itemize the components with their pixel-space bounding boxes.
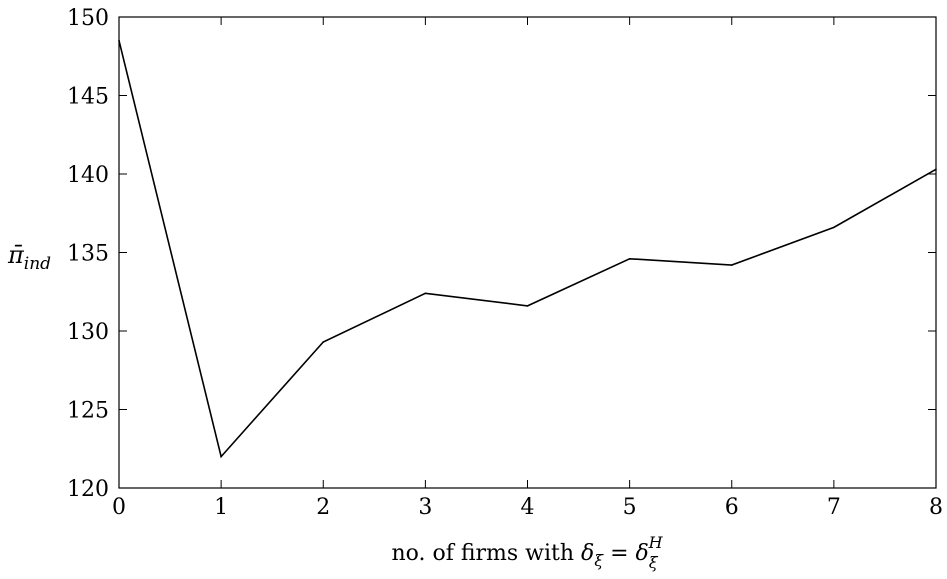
x-tick-label: 6 — [725, 495, 739, 520]
x-tick-label: 8 — [929, 495, 943, 520]
data-point — [424, 292, 427, 295]
y-tick-label: 125 — [67, 399, 109, 424]
data-point — [118, 39, 120, 42]
y-tick-label: 150 — [67, 6, 109, 31]
x-axis-label: no. of firms with δξ = δξH — [391, 533, 663, 572]
y-axis-label-sub: ind — [24, 254, 51, 274]
x-tick-label: 7 — [827, 495, 841, 520]
y-tick-label: 130 — [67, 320, 109, 345]
plot-frame — [118, 16, 937, 489]
y-tick-label: 120 — [67, 477, 109, 502]
y-tick-label: 140 — [67, 163, 109, 188]
x-axis-label-var: δ — [581, 541, 594, 566]
x-axis-label-eq: = — [603, 541, 635, 566]
x-axis-label-sub: ξ — [594, 551, 604, 570]
x-axis-label-prefix: no. of firms with — [391, 541, 581, 566]
data-point — [220, 455, 222, 458]
y-tick-label: 145 — [67, 85, 109, 110]
tick-labels: 0 1 2 3 4 5 6 7 8 120 125 130 135 140 145 150 — [67, 6, 943, 520]
y-axis-label: π̄ind — [7, 241, 51, 274]
axis-ticks — [118, 16, 937, 489]
data-point — [935, 168, 937, 171]
data-point — [628, 257, 631, 260]
y-tick-label: 135 — [67, 242, 109, 267]
x-tick-label: 2 — [316, 495, 330, 520]
x-tick-label: 0 — [112, 495, 126, 520]
data-point — [730, 264, 733, 266]
x-axis-label-sup2: H — [648, 533, 664, 552]
x-tick-label: 4 — [521, 495, 535, 520]
data-point — [322, 341, 325, 343]
x-tick-label: 5 — [623, 495, 637, 520]
data-point — [833, 226, 835, 229]
x-tick-label: 3 — [418, 495, 432, 520]
x-axis-label-var2: δ — [636, 541, 649, 566]
series-layer — [118, 39, 937, 459]
y-axis-label-var: π̄ — [7, 241, 25, 269]
data-point — [526, 305, 529, 307]
series-line-0 — [118, 40, 937, 459]
x-axis-label-sub2: ξ — [649, 553, 659, 572]
x-tick-label: 1 — [214, 495, 228, 520]
